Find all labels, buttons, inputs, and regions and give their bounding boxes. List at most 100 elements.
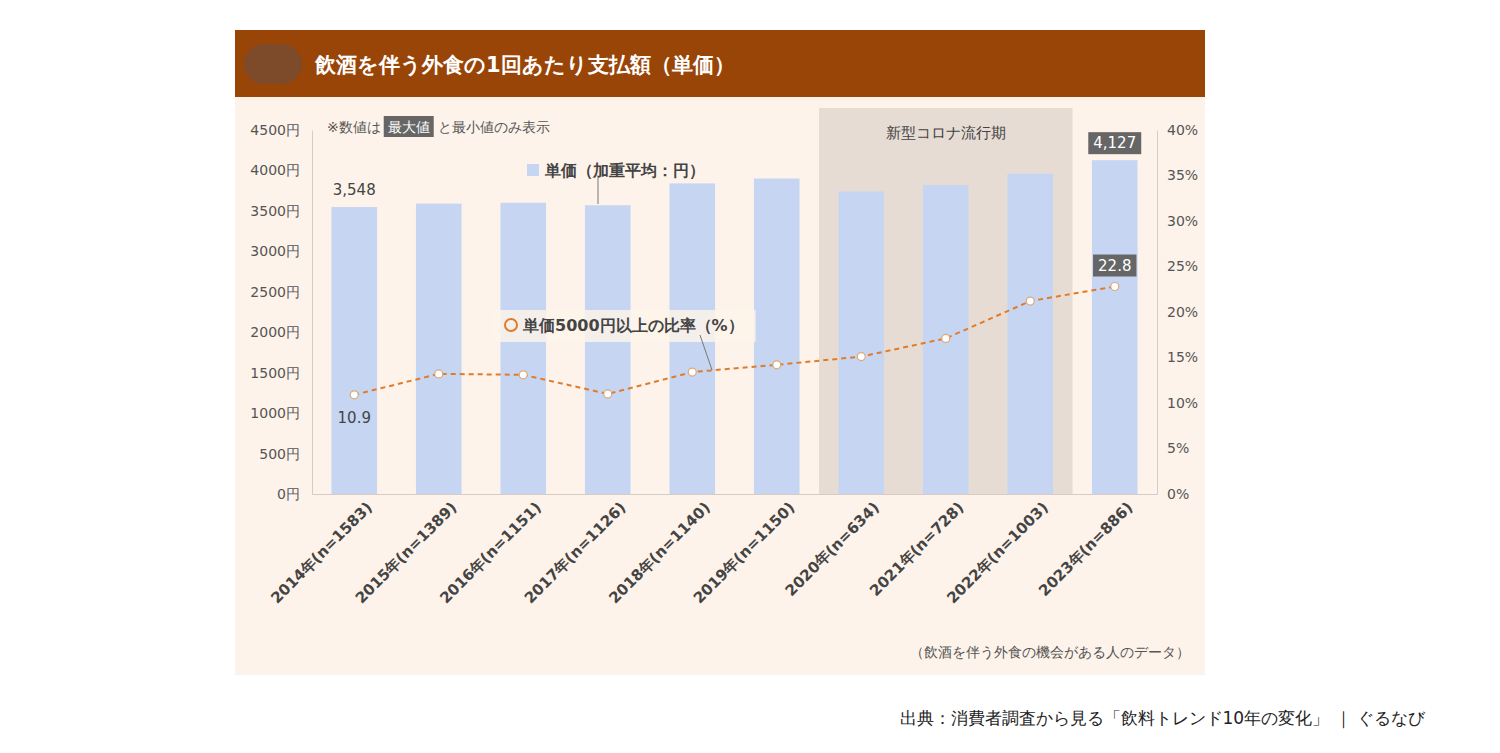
x-axis: 2014年(n=1583)2015年(n=1389)2016年(n=1151)2… (267, 494, 1157, 607)
tick: 4000円 (250, 162, 312, 178)
tick-label: 15% (1167, 349, 1198, 365)
tick-label: 0% (1167, 486, 1189, 502)
tick-label: 3500円 (250, 203, 300, 219)
tick: 2000円 (250, 324, 312, 340)
line-marker (1111, 283, 1119, 291)
data-label-box (1088, 132, 1141, 154)
bar (1092, 160, 1138, 494)
tick-label: 25% (1167, 258, 1198, 274)
note-text: 最大値 (388, 119, 430, 135)
source: 出典：消費者調査から見る「飲料トレンド10年の変化」 ｜ ぐるなび (900, 708, 1426, 729)
bar (585, 205, 631, 494)
data-label: 3,548 (333, 181, 376, 199)
legend-leader (700, 335, 712, 370)
line-marker (773, 361, 781, 369)
shaded-region (819, 108, 1073, 494)
tick: 2021年(n=728) (866, 494, 967, 600)
tick-label: 30% (1167, 213, 1198, 229)
tick-label: 2022年(n=1003) (943, 499, 1052, 608)
bar (500, 203, 546, 494)
line-marker (519, 371, 527, 379)
tick: 2500円 (250, 284, 312, 300)
legend-item: 単価5000円以上の比率（%） (491, 310, 756, 370)
tick-label: 3000円 (250, 243, 300, 259)
header-icon (244, 44, 302, 84)
tick: 35% (1157, 167, 1198, 183)
bar (754, 179, 800, 494)
bar (416, 204, 462, 494)
axis-line (1157, 131, 1158, 495)
data-label: 10.9 (338, 409, 371, 427)
tick: 1000円 (250, 405, 312, 421)
legend-label: 単価（加重平均：円） (544, 161, 705, 180)
axis-line (313, 494, 1158, 495)
tick: 5% (1157, 440, 1189, 456)
line-marker (1026, 297, 1034, 305)
tick: 25% (1157, 258, 1198, 274)
line-marker (604, 390, 612, 398)
chart-root: 飲酒を伴う外食の1回あたり支払額（単価） 新型コロナ流行期 ※数値は最大値と最小値の… (0, 0, 1500, 753)
chart-title: 飲酒を伴う外食の1回あたり支払額（単価） (314, 53, 735, 77)
data-label-box (1093, 255, 1136, 277)
tick: 0円 (277, 486, 312, 502)
tick-label: 10% (1167, 395, 1198, 411)
legend-item: 単価（加重平均：円） (527, 161, 705, 204)
tick-label: 1500円 (250, 365, 300, 381)
tick: 4500円 (250, 122, 312, 138)
bar (331, 207, 377, 494)
tick: 30% (1157, 213, 1198, 229)
tick: 3500円 (250, 203, 312, 219)
tick-label: 2023年(n=886) (1035, 499, 1136, 600)
axis-line (312, 131, 313, 495)
tick: 10% (1157, 395, 1198, 411)
tick: 2020年(n=634) (782, 494, 883, 600)
tick-label: 2500円 (250, 284, 300, 300)
legend-leader (598, 178, 599, 204)
tick-label: 2000円 (250, 324, 300, 340)
data-label: 4,127 (1093, 134, 1136, 152)
tick-label: 0円 (277, 486, 300, 502)
note-text: と最小値のみ表示 (438, 119, 550, 135)
shaded-region-label: 新型コロナ流行期 (886, 124, 1006, 142)
data-label: 22.8 (1098, 257, 1131, 275)
tick: 500円 (259, 446, 312, 462)
tick: 2019年(n=1150) (690, 494, 799, 607)
line-marker (857, 353, 865, 361)
legend-swatch (527, 164, 539, 176)
legend-background (491, 310, 756, 342)
tick-label: 4000円 (250, 162, 300, 178)
line-marker (688, 368, 696, 376)
tick-label: 4500円 (250, 122, 300, 138)
tick-label: 40% (1167, 122, 1198, 138)
tick: 15% (1157, 349, 1198, 365)
header-bar (235, 30, 1205, 97)
tick: 20% (1157, 304, 1198, 320)
tick: 2022年(n=1003) (943, 494, 1052, 607)
note-text: ※数値は (327, 119, 381, 135)
line-marker (350, 391, 358, 399)
line-marker (435, 370, 443, 378)
tick: 1500円 (250, 365, 312, 381)
bar (838, 191, 884, 494)
tick: 40% (1157, 122, 1198, 138)
plot-area (331, 160, 1137, 494)
panel-background (235, 30, 1205, 675)
note-box (384, 116, 434, 137)
legend-label: 単価5000円以上の比率（%） (522, 316, 744, 335)
y2-axis: 0% 5% 10% 15% 20% 25% 30% 35% 40% (1157, 122, 1198, 502)
tick-label: 20% (1167, 304, 1198, 320)
tick-label: 35% (1167, 167, 1198, 183)
tick-label: 2019年(n=1150) (690, 499, 799, 608)
tick: 3000円 (250, 243, 312, 259)
line-marker (942, 334, 950, 342)
tick: 0% (1157, 486, 1189, 502)
bar (923, 185, 969, 494)
tick-label: 5% (1167, 440, 1189, 456)
tick: 2023年(n=886) (1035, 494, 1136, 600)
line (354, 287, 1115, 395)
footnote: （飲酒を伴う外食の機会がある人のデータ） (910, 644, 1190, 660)
tick-label: 1000円 (250, 405, 300, 421)
y-axis: 0円 500円 1000円 1500円 2000円 2500円 3000円 3500円 4000… (250, 122, 312, 502)
bar (1007, 174, 1053, 494)
tick-label: 500円 (259, 446, 300, 462)
